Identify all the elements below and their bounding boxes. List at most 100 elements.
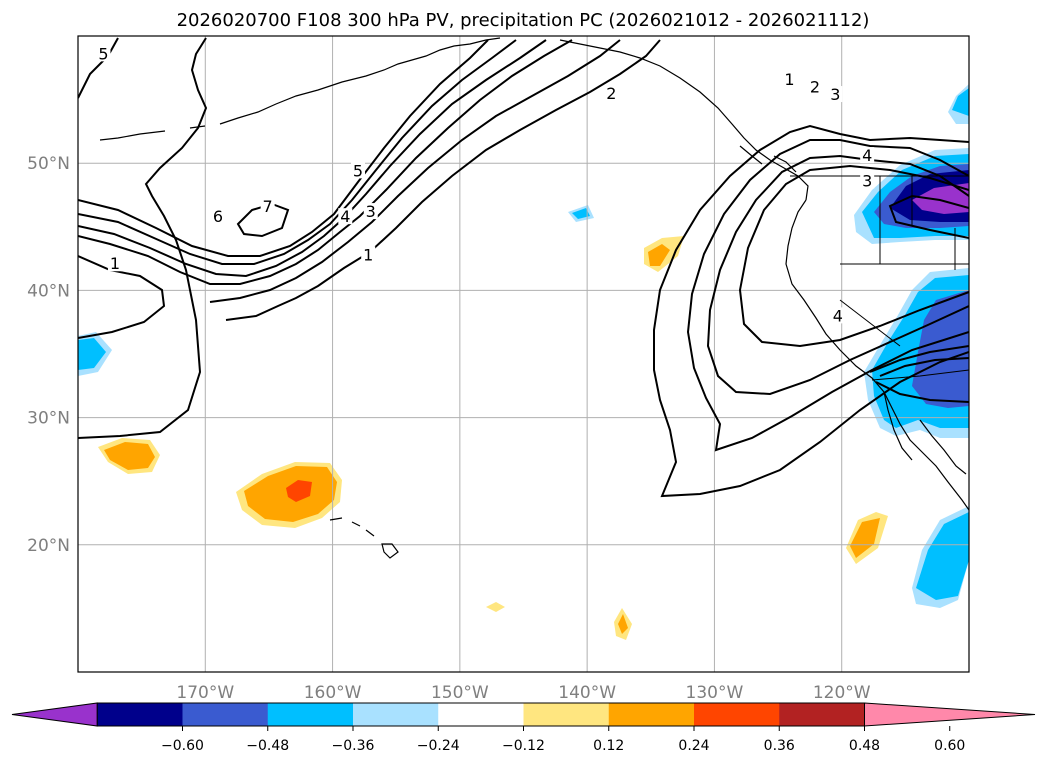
colorbar-swatch [438, 703, 524, 726]
longitude-tick-labels: 170°W 160°W 150°W 140°W 130°W 120°W [176, 683, 870, 703]
colorbar-swatch [779, 703, 865, 726]
pv-contour-outer [78, 37, 208, 439]
us-state-borders [839, 176, 969, 347]
precip-negative-nw-corner [952, 88, 969, 116]
contour-label: 4 [862, 146, 872, 165]
pv-contour-5 [78, 39, 517, 265]
colorbar-tick-label: −0.12 [502, 738, 545, 754]
contour-label: 1 [110, 254, 120, 273]
precip-negative-dateline [78, 338, 106, 370]
precip-positive-dateline [104, 442, 155, 470]
contour-label-bg [107, 255, 122, 272]
contour-label: 2 [606, 84, 616, 103]
lon-tick-label: 130°W [686, 683, 744, 703]
pv-contour-4 [879, 357, 969, 377]
us-mexico-border [871, 369, 969, 381]
pv-contour-7 [236, 202, 290, 238]
pv-contour-4 [888, 194, 969, 239]
baja-peninsula [883, 391, 967, 475]
colorbar-swatch [97, 703, 183, 726]
contour-label: 7 [263, 197, 273, 216]
colorbar-swatch [608, 703, 695, 726]
map-background [78, 36, 969, 672]
north-america-west-coast [785, 199, 969, 511]
precip-negative-mexico [916, 512, 969, 600]
precip-negative-california [912, 290, 969, 408]
coastlines [99, 37, 969, 559]
colorbar-tick-label: 0.60 [934, 738, 965, 754]
pv-contour-4 [869, 345, 969, 373]
lat-tick-label: 30°N [27, 409, 70, 429]
contour-label: 5 [353, 161, 363, 180]
lat-tick-label: 20°N [27, 536, 70, 556]
pv-contour-1 [225, 39, 661, 321]
contour-label-bg [363, 203, 378, 220]
colorbar-tick-label: −0.24 [417, 738, 460, 754]
contour-label-bg [96, 45, 111, 62]
colorbar-extend-high [864, 702, 1036, 727]
colorbar-frame [96, 702, 865, 727]
contour-label-bg [860, 172, 875, 189]
colorbar-tick-label: 0.24 [678, 738, 709, 754]
pv-contour-4 [738, 164, 969, 348]
contour-label: 3 [862, 172, 872, 191]
contour-label: 3 [830, 85, 840, 104]
contour-label-bg [351, 162, 366, 179]
lon-tick-label: 170°W [176, 683, 234, 703]
contour-label-bg [830, 307, 845, 324]
pv-contour-4 [875, 381, 969, 403]
contour-label-bg [211, 208, 226, 225]
contour-label-bg [807, 78, 822, 95]
colorbar-swatch [523, 703, 610, 726]
pv-contour-3 [78, 39, 573, 285]
contour-label-bg [860, 147, 875, 164]
contour-label-bg [828, 86, 843, 103]
lon-tick-label: 150°W [431, 683, 489, 703]
colorbar-swatch [694, 703, 780, 726]
contour-label-bg [782, 70, 797, 87]
lon-tick-label: 160°W [304, 683, 362, 703]
precip-negative-small [572, 208, 590, 219]
colorbar-extend-low [11, 702, 98, 727]
contour-label: 5 [98, 44, 108, 63]
contour-label: 2 [810, 77, 820, 96]
contour-label-bg [361, 246, 376, 263]
colorbar-swatch [267, 703, 354, 726]
precip-positive-ne-pacific [648, 244, 670, 266]
colorbar-tick-label: −0.60 [161, 738, 204, 754]
contour-label-bg [338, 208, 353, 225]
figure-title: 2026020700 F108 300 hPa PV, precipitatio… [177, 10, 870, 31]
colorbar-tick-label: −0.48 [246, 738, 289, 754]
lon-tick-label: 120°W [813, 683, 871, 703]
latitude-tick-labels: 50°N 40°N 30°N 20°N [27, 154, 70, 556]
contour-label: 4 [340, 207, 350, 226]
colorbar-tick-label: 0.36 [764, 738, 795, 754]
lat-tick-label: 50°N [27, 154, 70, 174]
contour-label-bg [604, 84, 619, 101]
contour-label-bg [260, 197, 275, 214]
contour-label: 1 [363, 245, 373, 264]
pv-contours [78, 37, 969, 498]
contour-label: 1 [784, 70, 794, 89]
colorbar-swatch [353, 703, 439, 726]
precip-negative-pnw [912, 183, 969, 214]
pv-contour-2 [686, 139, 969, 452]
pv-contour-1 [653, 124, 969, 498]
lat-tick-label: 40°N [27, 281, 70, 301]
map-frame [77, 35, 970, 673]
precip-positive-hawaii [286, 480, 312, 502]
colorbar-tick-label: 0.12 [593, 738, 624, 754]
pv-contour-2 [209, 39, 621, 303]
contour-label: 4 [833, 306, 843, 325]
precip-positive-small [486, 602, 505, 612]
contour-label: 3 [366, 202, 376, 221]
lon-tick-label: 140°W [558, 683, 616, 703]
colorbar-tick-label: 0.48 [849, 738, 880, 754]
contour-label: 6 [213, 207, 223, 226]
hawaii-islands [329, 517, 399, 559]
precipitation-shading [78, 84, 969, 640]
pv-contour-5 [78, 37, 119, 99]
